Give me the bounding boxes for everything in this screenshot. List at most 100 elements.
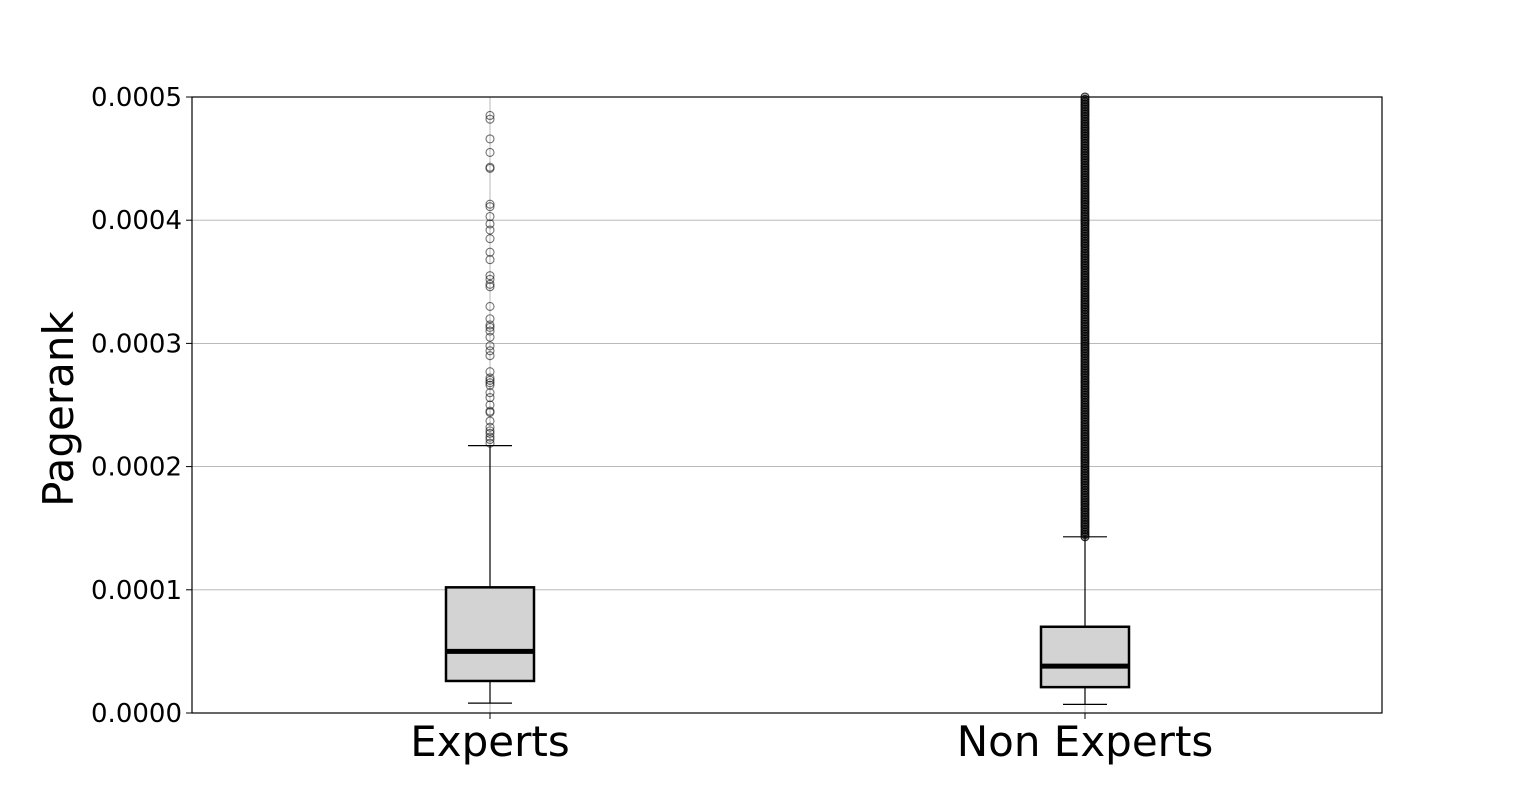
- y-tick-label: 0.0005: [91, 83, 182, 113]
- outlier-point: [1080, 314, 1090, 324]
- outlier-point: [1080, 231, 1090, 241]
- outlier-point: [1080, 427, 1090, 437]
- outlier-point: [1080, 280, 1090, 290]
- outlier-point: [485, 274, 495, 284]
- outlier-point: [1080, 175, 1090, 185]
- outlier-point: [1080, 480, 1090, 491]
- outlier-point: [1080, 234, 1090, 244]
- outlier-point: [1080, 498, 1090, 508]
- outlier-point: [1080, 397, 1090, 407]
- outlier-point: [1080, 402, 1090, 412]
- outlier-point: [1080, 121, 1090, 131]
- outlier-point: [1080, 414, 1090, 425]
- outlier-point: [1080, 371, 1090, 381]
- outlier-point: [485, 271, 495, 281]
- outlier-point: [1080, 517, 1090, 527]
- outlier-point: [485, 422, 495, 432]
- outlier-point: [1080, 351, 1090, 361]
- outlier-point: [1080, 283, 1090, 293]
- outlier-point: [1080, 419, 1090, 429]
- outlier-point: [1080, 287, 1090, 298]
- outlier-point: [1080, 124, 1090, 134]
- outlier-point: [1080, 366, 1090, 376]
- y-tick-label: 0.0001: [91, 576, 182, 606]
- outlier-point: [1080, 273, 1090, 283]
- outlier-point: [1080, 97, 1090, 107]
- outlier-point: [485, 199, 495, 209]
- outlier-point: [1080, 143, 1090, 153]
- outlier-point: [1080, 449, 1090, 459]
- outlier-point: [1080, 495, 1090, 505]
- outlier-point: [1080, 344, 1090, 354]
- outlier-point: [1080, 510, 1090, 520]
- outlier-point: [1080, 407, 1090, 417]
- outlier-point: [1080, 309, 1090, 320]
- outlier-point: [1080, 341, 1090, 351]
- outlier-point: [1080, 444, 1090, 454]
- outlier-point: [485, 314, 495, 324]
- outlier-point: [1080, 490, 1090, 500]
- outlier-point: [485, 432, 495, 442]
- outlier-point: [485, 332, 495, 342]
- outlier-point: [1080, 107, 1090, 117]
- outlier-point: [1080, 373, 1090, 383]
- outlier-point: [1080, 451, 1090, 461]
- outlier-point: [1080, 224, 1090, 234]
- outlier-point: [1080, 412, 1090, 422]
- outlier-point: [485, 225, 495, 235]
- outlier-point: [1080, 424, 1090, 434]
- outlier-point: [1080, 380, 1090, 390]
- outlier-point: [1080, 417, 1090, 427]
- outlier-point: [1080, 114, 1090, 124]
- outlier-point: [1080, 248, 1090, 258]
- outlier-point: [1080, 268, 1090, 278]
- outlier-point: [1080, 173, 1090, 183]
- outlier-point: [1080, 500, 1090, 510]
- outlier-point: [1080, 239, 1090, 249]
- outlier-point: [1080, 471, 1090, 481]
- outlier-point: [1080, 520, 1090, 530]
- box-layer: [444, 92, 1131, 705]
- outlier-point: [1080, 219, 1090, 229]
- outlier-point: [1080, 243, 1090, 254]
- outlier-point: [485, 346, 495, 356]
- outlier-point: [1080, 195, 1090, 205]
- outlier-point: [1080, 133, 1090, 144]
- outlier-point: [1080, 324, 1090, 334]
- outlier-point: [1080, 353, 1090, 364]
- outlier-point: [1080, 390, 1090, 400]
- outlier-point: [1080, 241, 1090, 251]
- outlier-point: [485, 375, 495, 385]
- outlier-point: [1080, 334, 1090, 344]
- outlier-point: [1080, 466, 1090, 476]
- outlier-point: [1080, 436, 1090, 447]
- outlier-point: [1080, 329, 1090, 339]
- outlier-point: [1080, 339, 1090, 349]
- outlier-point: [1080, 368, 1090, 378]
- outlier-point: [1080, 226, 1090, 236]
- outlier-point: [1080, 217, 1090, 227]
- outlier-point: [485, 380, 495, 390]
- box-experts: [444, 110, 536, 704]
- outlier-point: [1080, 131, 1090, 141]
- outlier-point: [485, 234, 495, 244]
- outlier-point: [485, 211, 495, 222]
- iqr-box: [1039, 625, 1131, 689]
- outlier-point: [485, 373, 495, 383]
- outlier-point: [1080, 446, 1090, 456]
- outlier-point: [1080, 236, 1090, 246]
- outlier-point: [1080, 153, 1090, 163]
- outlier-point: [1080, 529, 1090, 539]
- outlier-point: [485, 351, 495, 361]
- outlier-point: [485, 255, 495, 265]
- outlier-point: [485, 110, 495, 121]
- outlier-point: [1080, 522, 1090, 532]
- iqr-box: [444, 586, 536, 683]
- outlier-point: [485, 434, 495, 445]
- outlier-point: [1080, 312, 1090, 322]
- outlier-point: [1080, 292, 1090, 302]
- x-tick-label: Non Experts: [957, 717, 1214, 766]
- y-tick-label: 0.0003: [91, 329, 182, 359]
- outlier-point: [1080, 395, 1090, 405]
- outlier-point: [1080, 295, 1090, 305]
